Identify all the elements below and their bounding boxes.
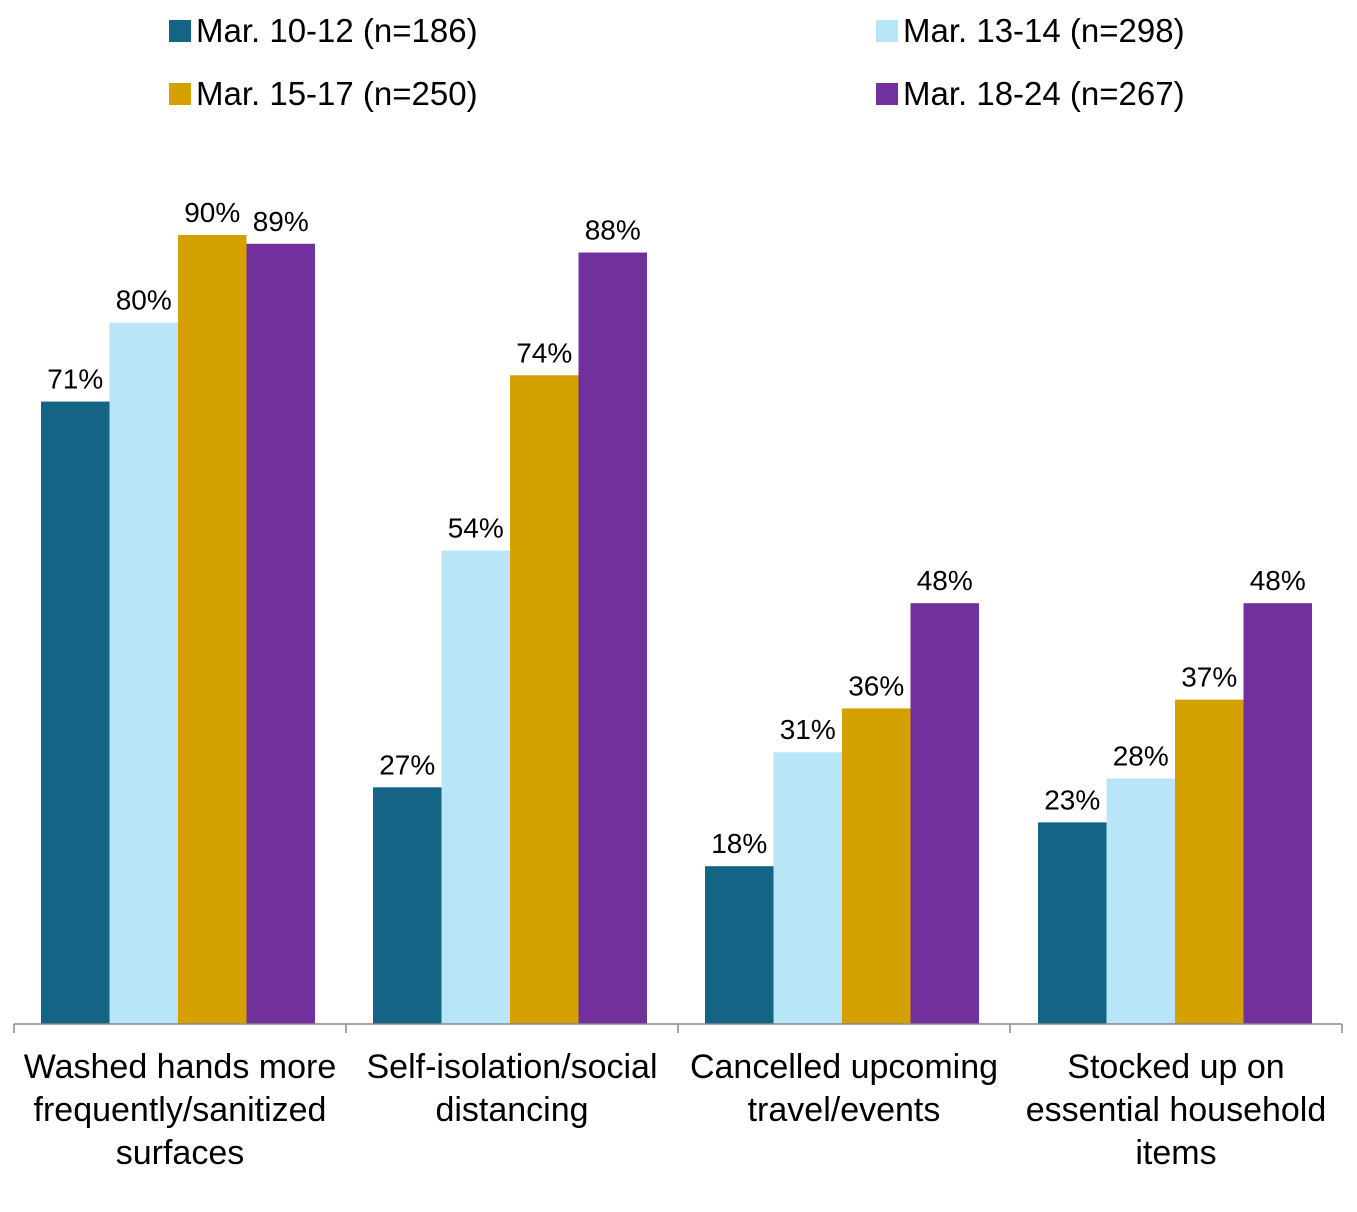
data-label-1-4: 89%: [253, 206, 309, 237]
bar-1-4: [246, 243, 315, 1024]
data-label-4-2: 28%: [1113, 741, 1169, 772]
bar-1-3: [178, 235, 247, 1024]
bar-3-3: [842, 708, 911, 1024]
x-category-label-1: Washed hands more frequently/sanitized s…: [23, 1048, 337, 1172]
legend-swatch-2: [876, 20, 898, 42]
x-category-label-2: Self-isolation/social distancing: [366, 1048, 658, 1129]
bar-2-2: [441, 550, 510, 1024]
bar-4-1: [1038, 822, 1107, 1024]
data-label-1-2: 80%: [116, 285, 172, 316]
bar-3-1: [705, 866, 774, 1024]
data-label-2-1: 27%: [379, 749, 435, 780]
bar-2-3: [510, 375, 579, 1024]
bar-1-2: [109, 322, 178, 1025]
data-label-2-3: 74%: [516, 337, 572, 368]
bar-2-4: [578, 252, 647, 1025]
legend-label-3: Mar. 15-17 (n=250): [196, 75, 478, 112]
data-label-4-1: 23%: [1044, 784, 1100, 815]
data-labels: 71% 80% 90% 89% 27% 54% 74% 88% 18% 31% 36% 48% 23% 2…: [47, 197, 1306, 859]
bar-1-1: [41, 401, 110, 1025]
x-category-label-3: Cancelled upcoming travel/events: [689, 1048, 999, 1129]
data-label-3-1: 18%: [711, 828, 767, 859]
bar-3-4: [910, 603, 979, 1024]
bar-4-3: [1175, 699, 1244, 1024]
bar-3-2: [773, 752, 842, 1024]
data-label-2-4: 88%: [585, 215, 641, 246]
bar-2-1: [373, 787, 442, 1024]
legend: Mar. 10-12 (n=186) Mar. 13-14 (n=298) Mar.…: [169, 12, 1185, 112]
data-label-3-4: 48%: [917, 565, 973, 596]
data-label-3-3: 36%: [848, 670, 904, 701]
legend-swatch-4: [876, 83, 898, 105]
data-label-3-2: 31%: [780, 714, 836, 745]
bar-4-2: [1106, 778, 1175, 1024]
legend-swatch-1: [169, 20, 191, 42]
x-axis: [13, 1023, 1343, 1033]
data-label-2-2: 54%: [448, 513, 504, 544]
data-label-4-4: 48%: [1250, 565, 1306, 596]
bars: [41, 235, 1312, 1025]
legend-label-4: Mar. 18-24 (n=267): [903, 75, 1185, 112]
data-label-1-3: 90%: [184, 197, 240, 228]
data-label-4-3: 37%: [1181, 662, 1237, 693]
legend-swatch-3: [169, 83, 191, 105]
data-label-1-1: 71%: [47, 364, 103, 395]
bar-4-4: [1243, 603, 1312, 1024]
x-category-label-4: Stocked up on essential household items: [1025, 1048, 1327, 1172]
legend-label-2: Mar. 13-14 (n=298): [903, 12, 1185, 49]
legend-label-1: Mar. 10-12 (n=186): [196, 12, 478, 49]
